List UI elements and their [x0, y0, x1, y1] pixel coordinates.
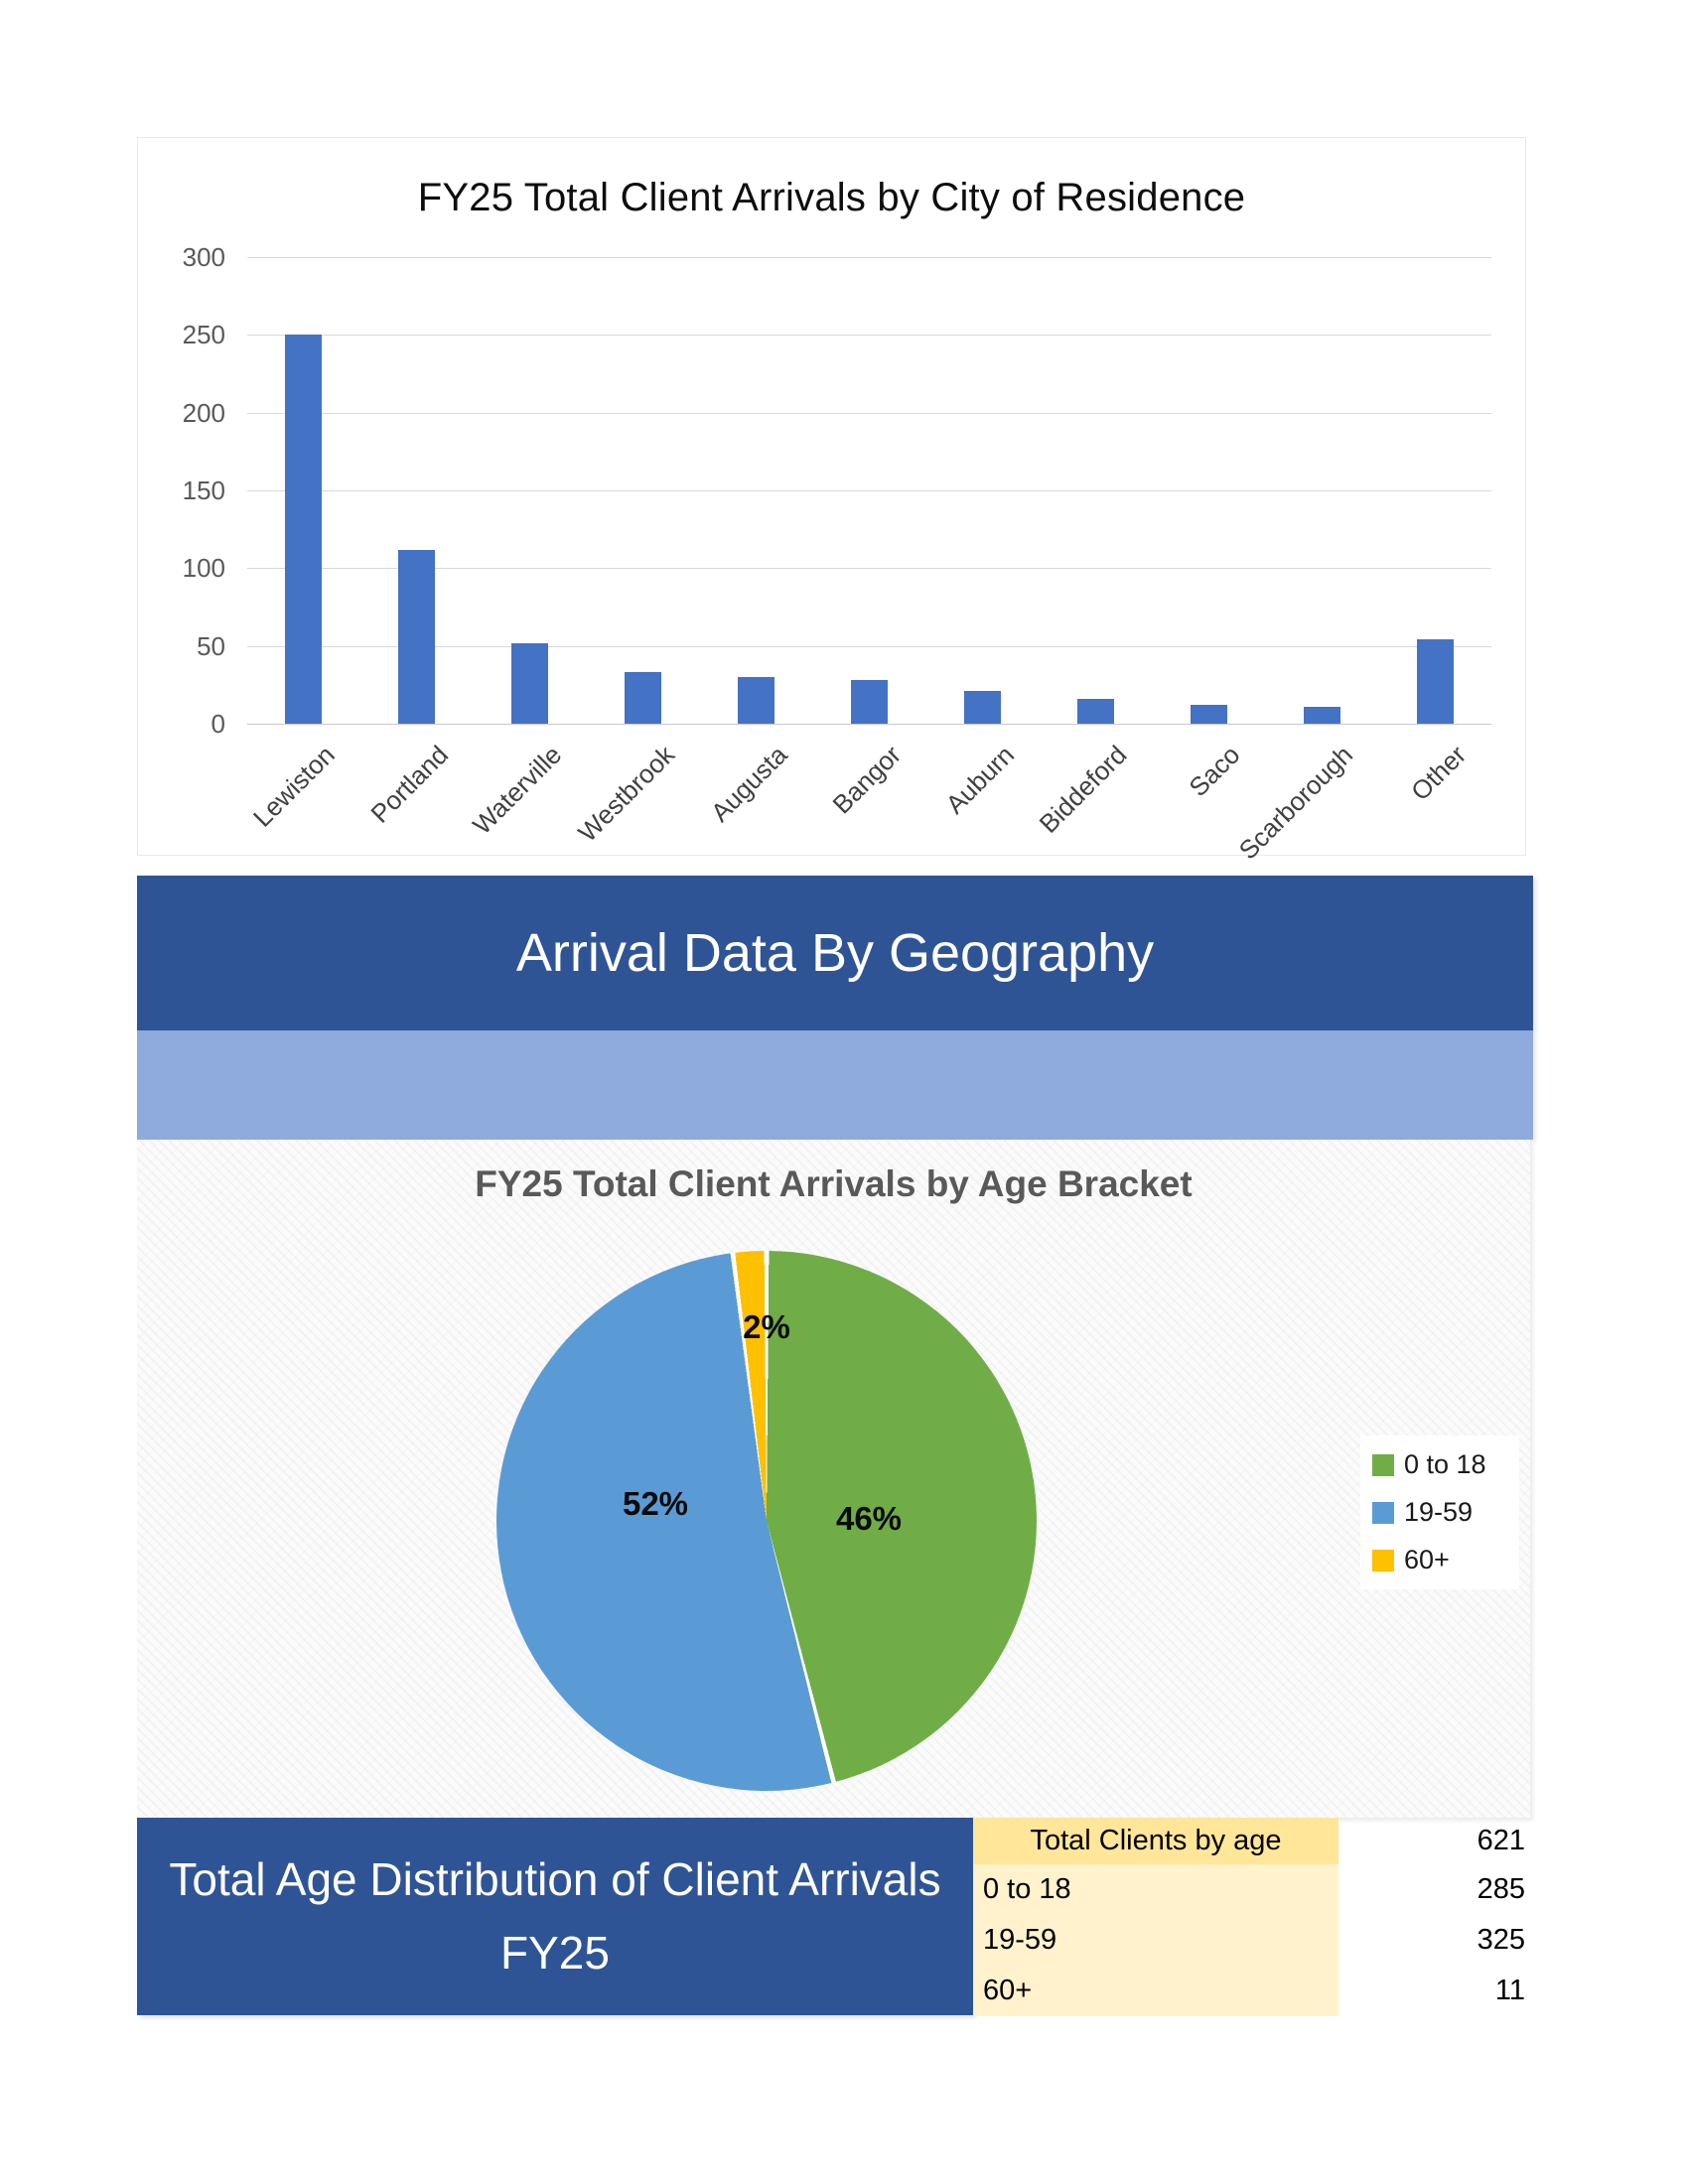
y-tick-300: 300: [182, 242, 225, 272]
bar-slot-lewiston: [247, 257, 360, 724]
geography-banner: Arrival Data By Geography: [137, 876, 1533, 1030]
age-table-value-19-59: 325: [1477, 1924, 1525, 1956]
x-label-saco: Saco: [1183, 740, 1246, 803]
age-table-row-19-59: 19-59 325: [973, 1915, 1539, 1966]
bar-bangor: [850, 680, 888, 724]
bar-augusta: [738, 677, 775, 724]
x-label-slot-waterville: Waterville: [467, 724, 587, 873]
y-tick-100: 100: [182, 553, 225, 584]
x-label-slot-augusta: Augusta: [700, 724, 813, 873]
bar-auburn: [963, 691, 1001, 724]
pie-label-60-plus: 2%: [743, 1308, 790, 1345]
bar-chart-x-axis: Lewiston Portland Waterville Westbrook Augus…: [247, 724, 1491, 873]
y-tick-50: 50: [197, 630, 225, 661]
legend-item-0-to-18: 0 to 18: [1372, 1451, 1507, 1478]
geography-banner-title: Arrival Data By Geography: [515, 923, 1155, 983]
legend-swatch-60: [1372, 1549, 1394, 1571]
x-label-bangor: Bangor: [826, 740, 907, 820]
gridline-200: [247, 412, 1491, 414]
age-table-label-60: 60+: [973, 1966, 1338, 2016]
gridline-50: [247, 645, 1491, 647]
y-tick-200: 200: [182, 397, 225, 428]
age-table-row-0-to-18: 0 to 18 285: [973, 1864, 1539, 1915]
bar-lewiston: [285, 335, 323, 724]
age-table-header-label: Total Clients by age: [973, 1818, 1338, 1864]
bar-slot-scarborough: [1265, 257, 1378, 724]
y-tick-0: 0: [211, 709, 225, 739]
x-label-slot-scarborough: Scarborough: [1233, 724, 1378, 873]
age-table-value-60: 11: [1494, 1975, 1525, 2006]
x-label-auburn: Auburn: [939, 740, 1020, 820]
bar-slot-auburn: [925, 257, 1039, 724]
age-table-label-0-to-18: 0 to 18: [973, 1864, 1338, 1915]
legend-label-60: 60+: [1404, 1545, 1450, 1574]
gridline-100: [247, 568, 1491, 570]
x-label-biddeford: Biddeford: [1033, 740, 1133, 839]
x-label-slot-bangor: Bangor: [813, 724, 926, 873]
pie-legend: 0 to 18 19-59 60+: [1360, 1435, 1519, 1589]
pie-chart-title: FY25 Total Client Arrivals by Age Bracke…: [475, 1163, 1193, 1204]
age-table-header-row: Total Clients by age 621: [973, 1818, 1539, 1864]
age-table-row-60: 60+ 11: [973, 1966, 1539, 2016]
y-tick-250: 250: [182, 320, 225, 350]
x-label-portland: Portland: [364, 740, 455, 829]
legend-label-0-to-18: 0 to 18: [1404, 1449, 1486, 1479]
bar-biddeford: [1076, 698, 1114, 724]
legend-swatch-0-to-18: [1372, 1453, 1394, 1476]
legend-item-19-59: 19-59: [1372, 1499, 1507, 1526]
bar-chart-bars: [247, 257, 1491, 724]
x-label-slot-lewiston: Lewiston: [247, 724, 360, 873]
age-table: Total Clients by age 621 0 to 18 285 19-59…: [973, 1818, 1539, 2016]
gridline-150: [247, 490, 1491, 491]
bar-chart-plot: [247, 257, 1491, 725]
y-tick-150: 150: [182, 476, 225, 505]
bar-slot-saco: [1152, 257, 1265, 724]
age-table-header-value: 621: [1477, 1825, 1525, 1856]
bar-slot-portland: [360, 257, 474, 724]
age-table-label-19-59: 19-59: [973, 1915, 1338, 1966]
bar-slot-augusta: [700, 257, 813, 724]
bar-westbrook: [625, 672, 662, 724]
bar-chart-card: FY25 Total Client Arrivals by City of Re…: [137, 137, 1526, 865]
gridline-0: [247, 724, 1491, 725]
x-label-waterville: Waterville: [466, 740, 567, 841]
bar-other: [1416, 639, 1454, 724]
bar-portland: [398, 549, 436, 724]
bar-chart-title: FY25 Total Client Arrivals by City of Re…: [417, 176, 1246, 219]
age-table-value-0-to-18: 285: [1477, 1873, 1525, 1905]
gridline-250: [247, 335, 1491, 337]
x-label-westbrook: Westbrook: [572, 740, 680, 848]
age-bracket-section: FY25 Total Client Arrivals by Age Bracke…: [137, 1140, 1530, 1818]
x-label-lewiston: Lewiston: [247, 740, 342, 833]
bar-slot-westbrook: [587, 257, 700, 724]
x-label-augusta: Augusta: [705, 740, 793, 828]
bar-waterville: [511, 642, 549, 724]
bar-scarborough: [1303, 706, 1340, 724]
pie-label-19-59: 52%: [622, 1485, 689, 1522]
bar-chart-y-axis: 300 250 200 150 100 50 0: [138, 244, 229, 737]
bar-slot-bangor: [813, 257, 926, 724]
bar-slot-other: [1378, 257, 1491, 724]
bar-slot-waterville: [474, 257, 587, 724]
legend-swatch-19-59: [1372, 1501, 1394, 1524]
x-label-slot-westbrook: Westbrook: [572, 724, 700, 873]
x-label-slot-portland: Portland: [360, 724, 474, 873]
legend-item-60: 60+: [1372, 1547, 1507, 1573]
age-distribution-banner-title: Total Age Distribution of Client Arrival…: [169, 1852, 941, 1979]
x-label-slot-other: Other: [1378, 724, 1491, 873]
pie-label-0-to-18: 46%: [835, 1500, 903, 1537]
light-blue-band: [137, 1030, 1533, 1140]
x-label-slot-auburn: Auburn: [925, 724, 1039, 873]
bar-slot-biddeford: [1039, 257, 1152, 724]
x-label-slot-biddeford: Biddeford: [1034, 724, 1152, 873]
age-distribution-banner: Total Age Distribution of Client Arrival…: [137, 1818, 973, 2015]
pie-chart: [496, 1251, 1037, 1791]
gridline-300: [247, 257, 1491, 258]
bar-saco: [1190, 705, 1227, 724]
legend-label-19-59: 19-59: [1404, 1497, 1474, 1527]
x-label-other: Other: [1405, 740, 1473, 807]
